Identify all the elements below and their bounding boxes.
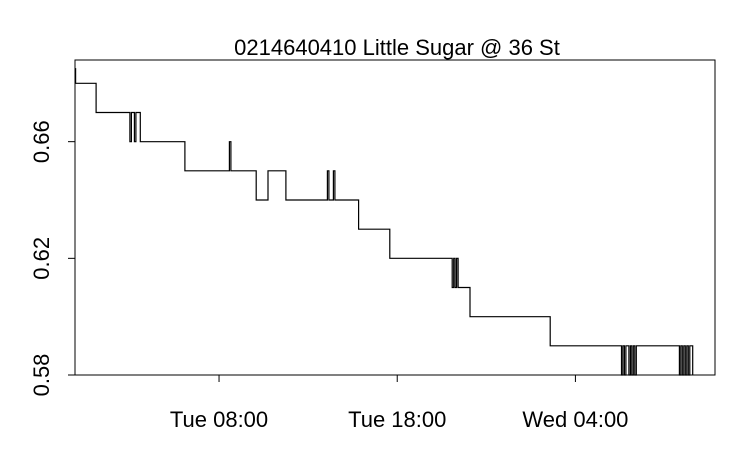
y-tick-label: 0.66 [29, 120, 54, 163]
plot-frame [74, 59, 716, 376]
x-tick-label: Wed 04:00 [522, 407, 628, 432]
y-tick-label: 0.58 [29, 354, 54, 397]
y-tick-label: 0.62 [29, 237, 54, 280]
y-axis: 0.58 0.62 0.66 [29, 120, 75, 396]
chart-title: 0214640410 Little Sugar @ 36 St [234, 35, 560, 60]
series-layer [74, 68, 694, 376]
series-line-0 [74, 68, 694, 376]
x-tick-label: Tue 18:00 [348, 407, 446, 432]
x-tick-label: Tue 08:00 [170, 407, 268, 432]
x-axis: Tue 08:00 Tue 18:00 Wed 04:00 [170, 375, 628, 432]
